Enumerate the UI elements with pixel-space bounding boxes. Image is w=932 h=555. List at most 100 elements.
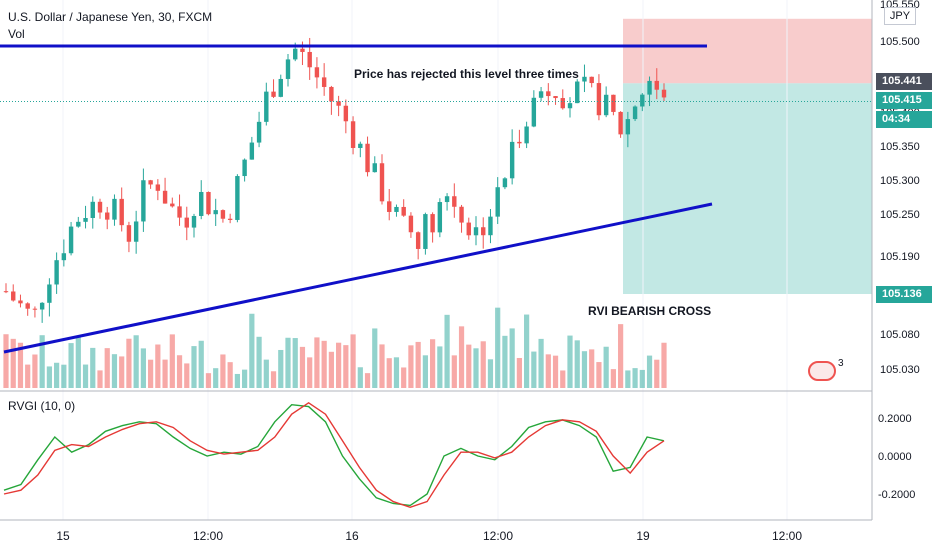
candle (350, 116, 356, 155)
candle (68, 221, 74, 256)
candle (227, 213, 233, 224)
y-tick-label: 105.030 (880, 364, 920, 376)
candle (191, 213, 197, 238)
volume-bar (97, 370, 103, 388)
candle-body (213, 210, 218, 215)
candle-body (387, 201, 392, 212)
candle (18, 294, 23, 308)
volume-bar (422, 355, 428, 388)
volume-bar (545, 354, 551, 388)
candle (575, 79, 580, 104)
candle-body (278, 78, 283, 97)
rejection-annotation: Price has rejected this level three time… (354, 67, 579, 81)
candle-body (611, 94, 616, 112)
candle (25, 302, 30, 316)
candle-body (97, 201, 103, 213)
volume-bar (176, 355, 183, 388)
candle (242, 158, 247, 182)
candle-body (191, 215, 197, 228)
rvgi-series-1 (3, 401, 665, 509)
x-tick-label: 19 (636, 529, 650, 543)
candle-body (560, 98, 565, 109)
candle (365, 136, 370, 177)
volume-bar (430, 339, 436, 388)
candle-body (430, 214, 435, 233)
candle-body (531, 97, 537, 127)
risk-zone (623, 18, 872, 84)
volume-bar (234, 373, 240, 388)
volume-bar (299, 346, 306, 388)
candle-body (249, 142, 255, 160)
candle-body (83, 218, 88, 222)
candle-body (47, 284, 52, 303)
volume-bar (242, 369, 248, 388)
candle (235, 174, 240, 223)
candle-body (524, 126, 529, 144)
volume-bar (458, 326, 465, 388)
candle (387, 188, 392, 221)
candle (184, 206, 189, 241)
volume-bar (509, 328, 515, 388)
volume-bar (328, 351, 334, 388)
volume-bar (263, 359, 269, 388)
candle-body (76, 221, 81, 227)
volume-bar (191, 346, 197, 388)
volume-bar (408, 345, 414, 388)
candle-body (242, 159, 247, 177)
candle-body (408, 215, 414, 233)
osc-tick-label: 0.0000 (878, 451, 912, 463)
volume-bar (140, 348, 146, 388)
volume-bar (169, 334, 175, 388)
volume-bar (444, 314, 450, 388)
candle (3, 283, 9, 294)
candle-body (264, 91, 269, 122)
volume-bar (3, 334, 9, 388)
volume-bar (90, 347, 96, 388)
volume-bar (560, 370, 566, 388)
candle-body (220, 210, 226, 219)
volume-bar (538, 338, 544, 388)
candle-body (126, 225, 132, 242)
volume-bar (552, 355, 559, 388)
volume-bar (39, 335, 45, 388)
candle-body (90, 201, 95, 219)
candle-body (495, 187, 500, 217)
x-tick-label: 12:00 (193, 529, 223, 543)
y-tick-label: 105.550 (880, 0, 920, 11)
candle (162, 177, 168, 204)
candle-body (119, 198, 124, 226)
candle (647, 76, 652, 107)
candle-body (625, 119, 631, 135)
candle-body (184, 217, 189, 228)
volume-bar (524, 314, 530, 388)
volume-bar (531, 351, 537, 388)
candle-body (553, 96, 558, 99)
x-tick-label: 15 (56, 529, 70, 543)
candle (11, 284, 16, 302)
candle-body (640, 94, 645, 107)
candle (654, 68, 659, 100)
candle-body (596, 83, 602, 116)
candle (54, 252, 59, 294)
candle-body (466, 222, 471, 236)
volume-bar (473, 348, 479, 388)
candle (509, 129, 515, 185)
volume-bar (574, 340, 580, 388)
volume-bar (292, 338, 298, 388)
volume-bar (596, 362, 602, 388)
current-price-tag: 105.415 (876, 92, 932, 109)
candle (459, 204, 464, 233)
candle-body (372, 163, 377, 173)
volume-bar (119, 356, 125, 388)
candle-body (582, 76, 587, 82)
candle-body (437, 202, 443, 233)
currency-badge[interactable]: JPY (884, 7, 916, 25)
candle-body (148, 180, 153, 185)
volume-bar (307, 357, 313, 388)
volume-bar (567, 335, 573, 388)
volume-bar (162, 359, 168, 388)
candle-body (54, 260, 59, 285)
candle (640, 93, 645, 112)
